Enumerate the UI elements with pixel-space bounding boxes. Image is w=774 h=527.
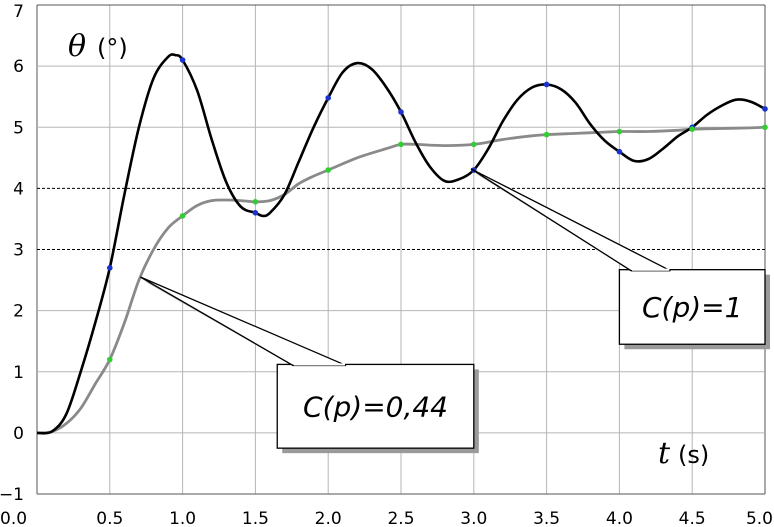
callout-pointer <box>140 276 347 367</box>
data-point <box>543 81 550 88</box>
x-tick-label: 5.0 <box>746 509 773 527</box>
y-axis-unit: (°) <box>97 34 128 62</box>
y-axis-label: θ <box>68 29 86 64</box>
callout-box <box>618 269 766 345</box>
x-tick-label: 3.0 <box>460 509 487 527</box>
data-point <box>543 131 550 138</box>
data-point <box>616 148 623 155</box>
y-tick-label: 4 <box>13 179 24 199</box>
data-point <box>762 124 768 131</box>
data-point <box>179 213 186 219</box>
callout-label: C(p)=1 <box>642 291 742 324</box>
data-point <box>398 141 404 148</box>
data-point <box>689 126 695 132</box>
x-tick-label: 0.0 <box>0 509 27 527</box>
series-line <box>36 125 766 435</box>
x-tick-label: 1.5 <box>242 509 269 527</box>
y-tick-label: 5 <box>13 118 24 138</box>
data-point <box>762 106 768 112</box>
series-markers <box>107 57 768 363</box>
data-point <box>325 167 332 173</box>
x-tick-label: 3.5 <box>533 509 560 527</box>
x-tick-label: 4.5 <box>679 509 706 527</box>
y-tick-label: 7 <box>13 2 24 22</box>
y-tick-label: 6 <box>13 57 24 77</box>
x-axis-unit: (s) <box>678 441 709 469</box>
x-axis-label: t <box>658 436 671 471</box>
series-lines <box>36 53 766 435</box>
series-line <box>36 53 766 435</box>
data-point <box>252 199 259 205</box>
y-tick-label: 2 <box>13 302 24 322</box>
x-tick-label: 0.5 <box>96 509 123 527</box>
x-tick-label: 2.0 <box>315 509 342 527</box>
data-point <box>252 210 259 216</box>
x-tick-label: 4.0 <box>606 509 633 527</box>
data-point <box>325 95 332 101</box>
callout-box <box>276 363 475 449</box>
data-point <box>107 356 113 363</box>
x-tick-label: 2.5 <box>387 509 414 527</box>
y-tick-label: 1 <box>13 363 24 383</box>
x-tick-label: 1.0 <box>169 509 196 527</box>
y-tick-label: 3 <box>13 241 24 261</box>
data-point <box>398 109 404 115</box>
callout-pointer <box>470 168 671 272</box>
callout-label: C(p)=0,44 <box>303 390 448 423</box>
data-point <box>471 141 477 148</box>
data-point <box>616 128 623 135</box>
y-tick-label: −1 <box>0 485 24 505</box>
data-point <box>107 265 113 271</box>
callouts: C(p)=1 C(p)=0,44 <box>140 168 770 454</box>
y-tick-label: 0 <box>13 424 24 444</box>
data-point <box>179 57 186 63</box>
